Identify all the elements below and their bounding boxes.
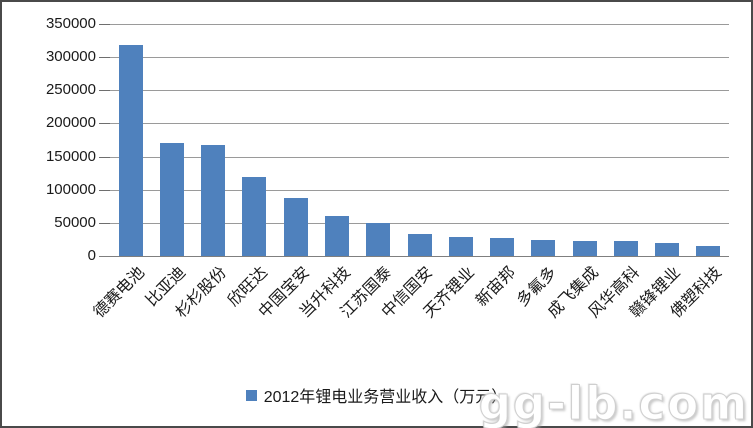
- bar: [613, 241, 638, 256]
- bar: [490, 238, 514, 256]
- bar: [448, 236, 473, 256]
- bar: [283, 197, 308, 256]
- y-axis-tick: [99, 223, 110, 224]
- y-axis-label: 200000: [45, 114, 96, 131]
- gridline: [110, 123, 729, 124]
- bar: [118, 45, 143, 256]
- y-axis-label: 250000: [45, 81, 96, 98]
- y-axis-label: 0: [87, 247, 96, 264]
- gridline: [110, 190, 729, 191]
- y-axis-tick: [99, 57, 110, 58]
- bar: [242, 176, 267, 256]
- y-axis-tick: [99, 90, 110, 91]
- bar: [325, 215, 349, 256]
- y-axis-label: 350000: [45, 15, 96, 32]
- bar: [696, 246, 721, 256]
- bar: [572, 240, 597, 256]
- bar: [655, 243, 680, 256]
- gridline: [110, 90, 729, 91]
- gridline: [110, 157, 729, 158]
- bar: [407, 234, 432, 256]
- y-axis-label: 150000: [45, 148, 96, 165]
- x-axis-line-top: [99, 256, 729, 257]
- bar: [159, 143, 184, 256]
- gridline: [110, 223, 729, 224]
- y-axis-label: 300000: [45, 48, 96, 65]
- x-axis-label: 新宙邦: [473, 264, 520, 310]
- y-axis-label: 100000: [45, 181, 96, 198]
- bar: [201, 144, 226, 256]
- bar: [366, 222, 391, 256]
- gridline: [110, 57, 729, 58]
- y-axis-tick: [99, 123, 110, 124]
- legend-label: 2012年锂电业务营业收入（万元）: [263, 389, 508, 406]
- y-axis-tick: [99, 190, 110, 191]
- legend-marker: [245, 389, 257, 401]
- bar: [531, 239, 556, 256]
- y-axis-tick: [99, 157, 110, 158]
- x-axis-label: 德赛电池: [90, 264, 148, 322]
- y-axis-tick: [99, 24, 110, 25]
- legend: 2012年锂电业务营业收入（万元）: [0, 383, 753, 407]
- gridline: [110, 24, 729, 25]
- y-axis-label: 50000: [54, 214, 96, 231]
